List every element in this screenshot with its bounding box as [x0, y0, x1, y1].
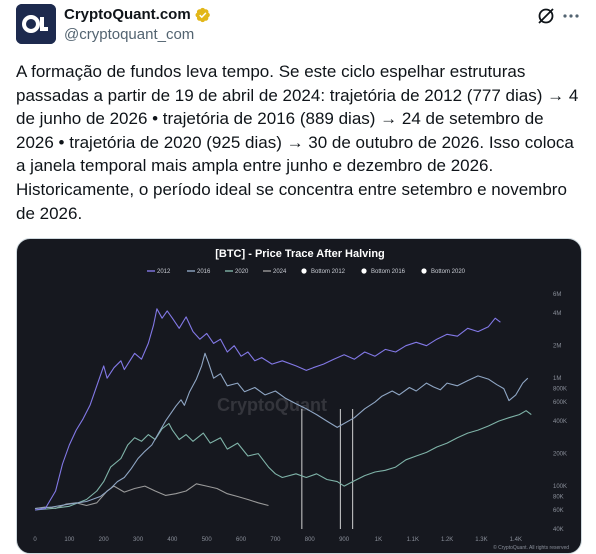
x-tick-label: 400	[167, 537, 178, 543]
x-tick-label: 500	[202, 537, 213, 543]
x-tick-label: 1.2K	[441, 537, 453, 543]
legend-item: Bottom 2012	[301, 268, 346, 275]
tweet-text: A formação de fundos leva tempo. Se este…	[16, 62, 579, 223]
y-tick-label: 100K	[553, 484, 567, 490]
y-tick-label: 4M	[553, 311, 561, 317]
grok-icon[interactable]	[536, 6, 556, 26]
more-horizontal-icon[interactable]	[562, 8, 580, 24]
x-tick-label: 1.4K	[510, 537, 522, 543]
price-trace-chart: [BTC] - Price Trace After Halving 2012 20…	[33, 248, 569, 551]
legend-label: Bottom 2020	[431, 269, 466, 275]
avatar[interactable]	[16, 4, 56, 44]
chart-watermark: CryptoQuant	[217, 395, 327, 415]
legend-label: Bottom 2012	[311, 269, 346, 275]
x-axis: 0 100 200 300 400 500 600 700 800 900 1K 1.1K 1.2K 1.…	[33, 537, 522, 543]
y-tick-label: 200K	[553, 452, 567, 458]
author-name-row: CryptoQuant.com	[64, 6, 211, 23]
legend-item: 2012	[147, 269, 171, 275]
legend-dot-icon	[361, 268, 367, 274]
legend-item: 2024	[263, 269, 287, 275]
legend-dot-icon	[421, 268, 427, 274]
author-display-name[interactable]: CryptoQuant.com	[64, 6, 191, 23]
x-tick-label: 1.3K	[475, 537, 487, 543]
chart-series	[34, 308, 532, 511]
y-axis: 6M 4M 2M 1M 800K 600K 400K 200K 100K 80K 60K 40K	[553, 292, 567, 533]
chart-footer: © CryptoQuant. All rights reserved	[493, 544, 569, 551]
legend-label: 2024	[273, 269, 287, 275]
y-tick-label: 40K	[553, 527, 564, 533]
series-line-2024	[34, 483, 269, 510]
legend-label: 2012	[157, 269, 171, 275]
y-tick-label: 60K	[553, 508, 564, 514]
y-tick-label: 6M	[553, 292, 561, 298]
legend-label: 2020	[235, 269, 249, 275]
x-tick-label: 0	[33, 537, 37, 543]
bottom-markers	[301, 409, 354, 529]
y-tick-label: 1M	[553, 376, 561, 382]
series-line-2012	[34, 308, 501, 511]
legend-item: Bottom 2016	[361, 268, 406, 275]
series-line-2016	[34, 352, 529, 510]
x-tick-label: 100	[64, 537, 75, 543]
x-tick-label: 600	[236, 537, 247, 543]
x-tick-label: 300	[133, 537, 144, 543]
x-tick-label: 800	[305, 537, 316, 543]
y-tick-label: 80K	[553, 495, 564, 501]
series-line-2020	[34, 410, 532, 511]
chart-title: [BTC] - Price Trace After Halving	[215, 248, 385, 260]
chart-legend: 2012 2016 2020 2024 Bottom 2012 Bottom 2016 Bo…	[147, 268, 466, 275]
chart-image[interactable]: [BTC] - Price Trace After Halving 2012 20…	[16, 238, 582, 554]
legend-dot-icon	[301, 268, 307, 274]
y-tick-label: 2M	[553, 344, 561, 350]
x-tick-label: 1K	[375, 537, 382, 543]
legend-item: Bottom 2020	[421, 268, 466, 275]
x-tick-label: 700	[270, 537, 281, 543]
legend-label: 2016	[197, 269, 211, 275]
x-tick-label: 1.1K	[407, 537, 419, 543]
x-tick-label: 200	[99, 537, 110, 543]
legend-label: Bottom 2016	[371, 269, 406, 275]
x-tick-label: 900	[339, 537, 350, 543]
legend-item: 2016	[187, 269, 211, 275]
cryptoquant-logo-icon	[16, 4, 56, 44]
legend-item: 2020	[225, 269, 249, 275]
y-tick-label: 400K	[553, 419, 567, 425]
author-handle[interactable]: @cryptoquant_com	[64, 26, 195, 43]
y-tick-label: 800K	[553, 387, 567, 393]
verified-badge-icon	[195, 7, 210, 22]
y-tick-label: 600K	[553, 400, 567, 406]
